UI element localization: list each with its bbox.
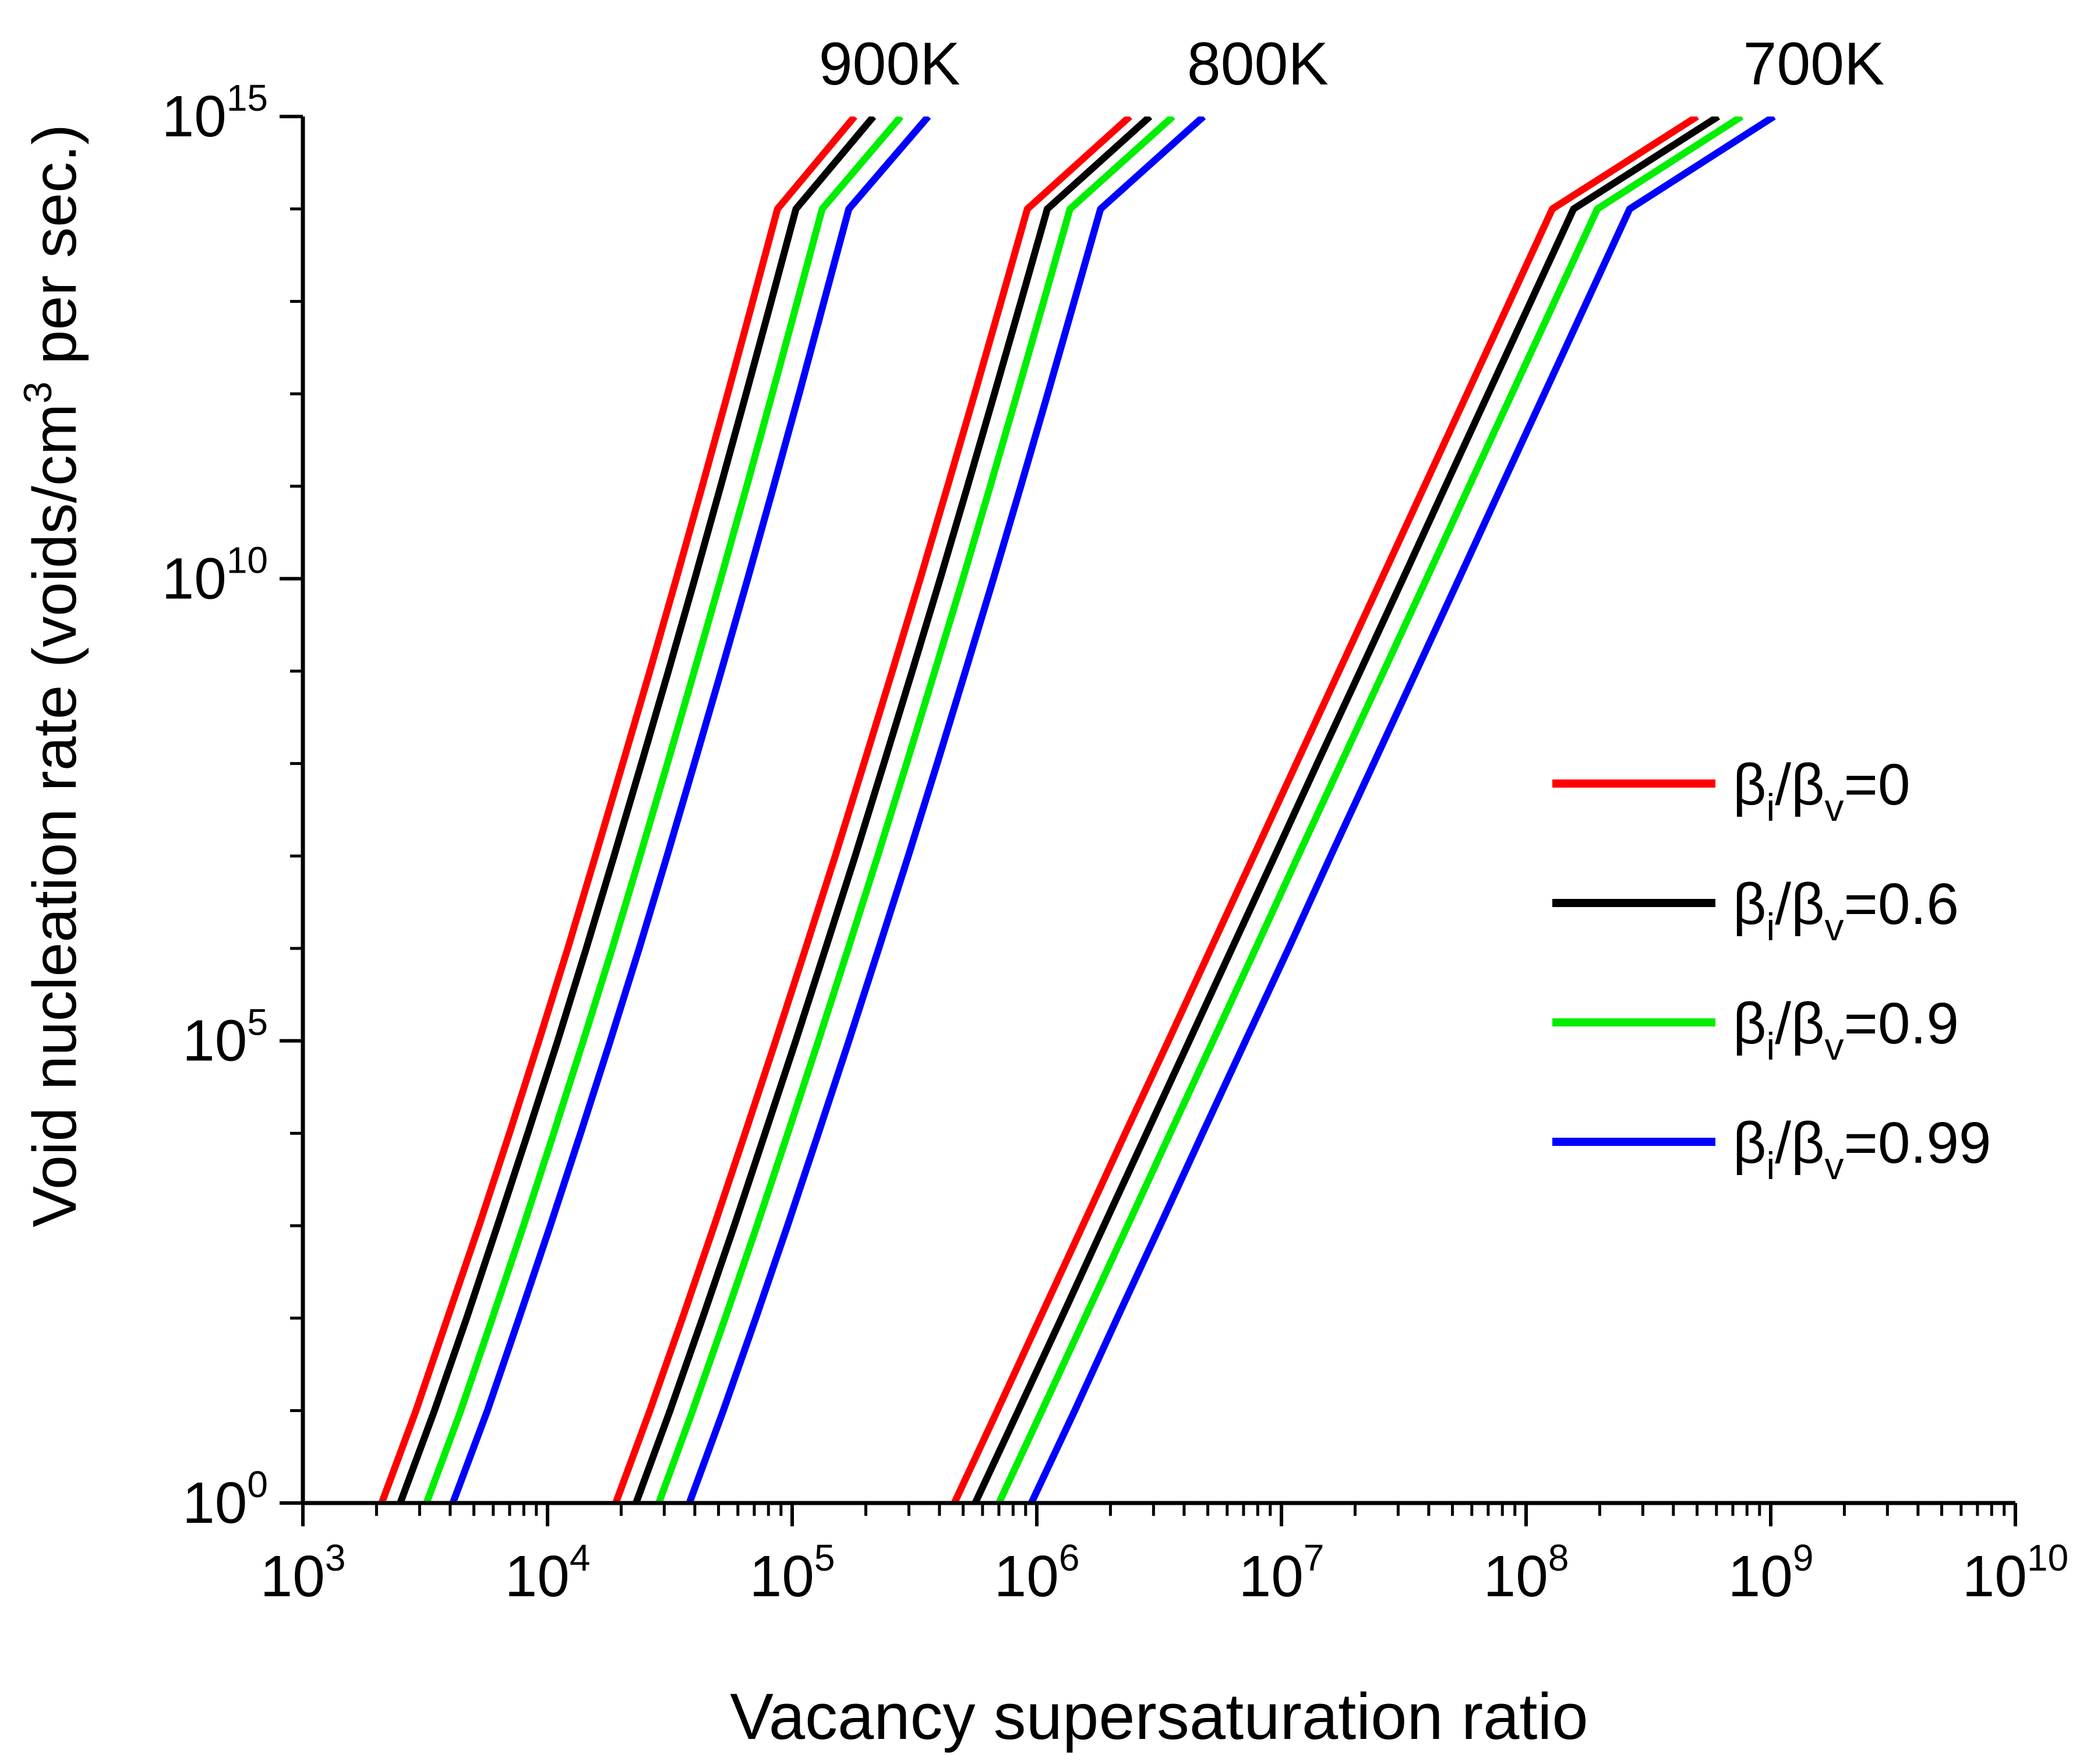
series-line-800k-2: [655, 117, 1175, 1503]
temperature-label: 700K: [1743, 30, 1885, 98]
temperature-label: 800K: [1187, 30, 1329, 98]
x-tick-label: 106: [994, 1537, 1080, 1609]
y-tick-label: 105: [182, 1001, 268, 1074]
x-tick-label: 103: [260, 1537, 346, 1609]
legend-item: βi/βv=0: [1552, 752, 1911, 829]
series-line-900k-3: [449, 117, 931, 1503]
legend-item: βi/βv=0.99: [1552, 1110, 1991, 1187]
legend: βi/βv=0 βi/βv=0.6 βi/βv=0.9 βi/βv=0.99: [1552, 752, 1991, 1187]
x-axis-label: Vacancy supersaturation ratio: [730, 1680, 1588, 1753]
legend-label: βi/βv=0.9: [1733, 991, 1959, 1068]
y-tick-label: 1010: [162, 539, 268, 611]
y-tick-label: 1015: [162, 77, 268, 149]
legend-item: βi/βv=0.9: [1552, 991, 1959, 1068]
labels-layer: 103 104 105 106 107 108 109 1010 100 105 1010 1015 V…: [16, 77, 2068, 1753]
x-tick-label: 1010: [1962, 1537, 2068, 1609]
x-tick-label: 105: [750, 1537, 835, 1609]
legend-label: βi/βv=0: [1733, 752, 1911, 829]
series-line-800k-0: [612, 117, 1132, 1503]
axes-layer: [280, 115, 2017, 1526]
legend-item: βi/βv=0.6: [1552, 872, 1959, 948]
series-line-700k-3: [1028, 117, 1776, 1503]
y-axis-label: Void nucleation rate (voids/cm3 per sec.…: [16, 124, 89, 1227]
x-tick-label: 108: [1484, 1537, 1569, 1609]
x-tick-label: 107: [1239, 1537, 1325, 1609]
legend-label: βi/βv=0.99: [1733, 1110, 1991, 1187]
series-line-900k-2: [423, 117, 904, 1503]
series-layer: [378, 117, 1776, 1503]
series-line-700k-1: [972, 117, 1721, 1503]
y-tick-label: 100: [182, 1463, 268, 1536]
x-tick-label: 109: [1728, 1537, 1814, 1609]
temperature-label: 900K: [819, 30, 961, 98]
annotations: 900K 800K 700K: [819, 30, 1885, 98]
series-line-800k-1: [633, 117, 1153, 1503]
series-line-900k-1: [397, 117, 877, 1503]
legend-label: βi/βv=0.6: [1733, 872, 1959, 948]
series-line-800k-3: [686, 117, 1206, 1503]
x-tick-label: 104: [505, 1537, 591, 1609]
series-line-900k-0: [378, 117, 857, 1503]
series-line-700k-0: [951, 117, 1699, 1503]
series-line-700k-2: [995, 117, 1744, 1503]
